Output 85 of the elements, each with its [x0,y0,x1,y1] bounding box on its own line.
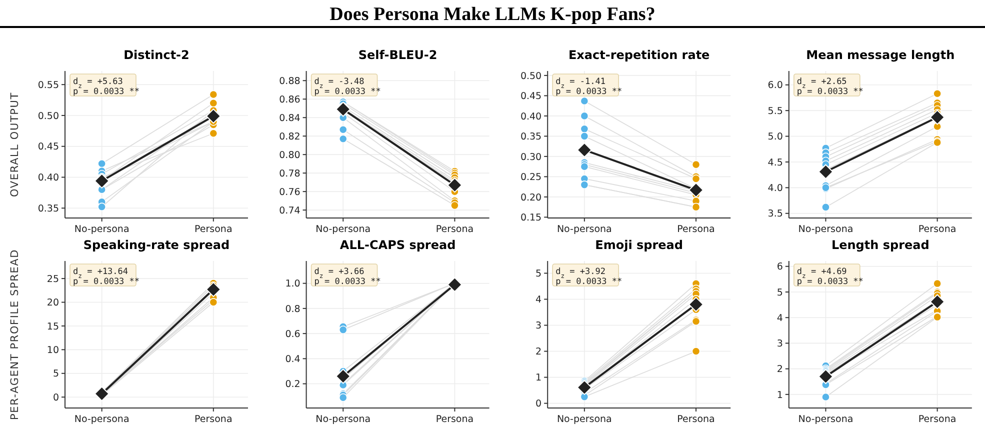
y-tick-label: 10 [46,345,59,356]
y-tick-label: 1 [776,390,783,401]
y-tick-label: 0.25 [520,172,542,184]
annotation: p = 0.0033 ** [556,87,622,97]
x-tick-label: No-persona [74,224,130,235]
y-tick-label: 0.45 [38,142,59,153]
chart-title: Exact-repetition rate [568,48,710,62]
y-tick-label: 3 [536,320,542,332]
chart-title: Mean message length [806,48,955,62]
y-tick-label: 4.0 [768,183,783,194]
y-tick-label: 0.30 [520,152,542,163]
y-tick-label: 0 [536,398,542,410]
chart-title: ALL-CAPS spread [340,238,456,252]
y-tick-label: 0.40 [38,172,59,184]
x-tick-label: Persona [918,414,956,425]
x-tick-label: Persona [194,414,232,425]
y-tick-label: 0.76 [279,186,300,198]
y-axis-title: PER-AGENT PROFILE SPREAD [9,248,21,420]
y-tick-label: 0.20 [520,192,542,204]
y-tick-label: 0.8 [285,304,300,315]
text: Does Persona Make LLMs K-pop Fans? [330,4,656,25]
y-tick-label: 5 [536,268,542,280]
y-tick-label: 5.5 [768,106,783,117]
y-tick-label: 0.86 [279,94,300,106]
annotation: p = 0.0033 ** [314,277,381,287]
y-tick-label: 0.4 [285,354,300,365]
y-tick-label: 6.0 [768,80,783,92]
y-tick-label: 4 [776,312,783,324]
x-tick-label: No-persona [316,414,371,425]
y-tick-label: 0.82 [279,131,300,142]
annotation: p = 0.0033 ** [556,277,622,287]
x-tick-label: No-persona [556,224,612,235]
y-tick-label: 0.50 [38,110,59,122]
y-tick-label: 0.15 [520,212,542,224]
annotation: p = 0.0033 ** [796,87,864,97]
x-tick-label: No-persona [798,414,854,425]
x-tick-label: No-persona [556,414,612,425]
y-tick-label: 5.0 [768,132,783,143]
y-tick-label: 0.45 [520,91,542,102]
y-tick-label: 0.78 [279,168,300,180]
y-tick-label: 4.5 [768,157,783,168]
annotation: p = 0.0033 ** [73,277,140,287]
y-tick-label: 5 [52,368,59,380]
chart-title: Distinct-2 [124,48,190,62]
y-tick-label: 4 [536,294,542,306]
annotation: p = 0.0033 ** [314,87,381,97]
chart-title: Length spread [831,238,930,252]
x-tick-label: No-persona [74,414,130,425]
y-tick-label: 1.0 [285,278,300,290]
x-tick-label: Persona [436,224,474,235]
y-tick-label: 3 [776,338,783,350]
chart-title: Self-BLEU-2 [358,48,438,62]
y-tick-label: 1 [536,372,542,384]
x-tick-label: Persona [677,414,715,425]
annotation: p = 0.0033 ** [73,87,140,97]
y-tick-label: 0.35 [38,203,59,214]
y-tick-label: 0.6 [285,328,300,340]
annotation: p = 0.0033 ** [796,277,864,287]
y-tick-label: 0.84 [279,112,300,124]
y-tick-label: 0.88 [279,76,300,87]
y-tick-label: 5 [776,287,783,298]
x-tick-label: No-persona [316,224,371,235]
y-tick-label: 0 [52,392,59,404]
y-tick-label: 0.74 [279,205,300,216]
y-axis-title: OVERALL OUTPUT [9,92,21,197]
y-tick-label: 0.2 [285,379,300,390]
y-tick-label: 0.35 [520,132,542,143]
y-tick-label: 20 [46,298,59,309]
y-tick-label: 0.50 [520,70,542,82]
y-tick-label: 6 [776,262,783,273]
y-tick-label: 0.55 [38,80,59,91]
x-tick-label: Persona [194,224,232,235]
y-tick-label: 0.80 [279,150,300,161]
x-tick-label: Persona [436,414,474,425]
y-tick-label: 15 [46,321,59,332]
chart-title: Emoji spread [595,238,684,252]
y-tick-label: 2 [536,346,542,358]
y-tick-label: 2 [776,364,783,376]
y-tick-label: 3.5 [768,208,783,220]
y-tick-label: 25 [46,274,59,285]
chart-title: Speaking-rate spread [83,238,230,252]
x-tick-label: No-persona [798,224,854,235]
y-tick-label: 0.40 [520,111,542,122]
x-tick-label: Persona [918,224,956,235]
x-tick-label: Persona [677,224,715,235]
